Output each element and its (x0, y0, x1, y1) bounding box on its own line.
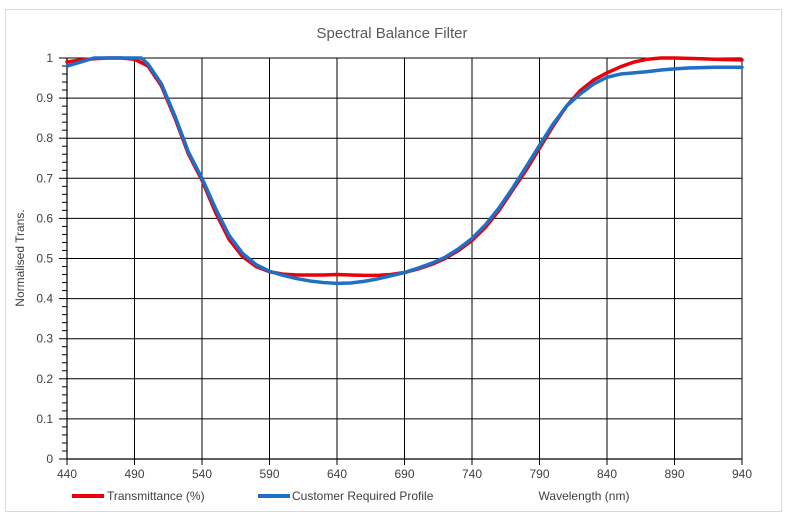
y-tick-label: 0.5 (36, 252, 53, 266)
series-line-customer-profile (65, 56, 744, 286)
x-tick-label: 590 (259, 467, 279, 481)
y-axis-ticks: 0 0.1 0.2 0.3 0.4 0.5 0.6 0.7 0.8 0.9 1 (36, 51, 53, 466)
x-tick-label: 940 (732, 467, 752, 481)
chart-title: Spectral Balance Filter (317, 25, 468, 42)
x-axis-title: Wavelength (nm) (539, 489, 630, 503)
y-tick-label: 0.2 (36, 372, 53, 386)
x-tick-label: 640 (327, 467, 347, 481)
chart-grid (66, 57, 743, 460)
y-tick-label: 0.8 (36, 131, 53, 145)
legend-label-transmittance: Transmittance (%) (107, 489, 205, 503)
series-lines (65, 56, 744, 286)
legend-label-customer-profile: Customer Required Profile (292, 489, 434, 503)
x-tick-label: 490 (124, 467, 144, 481)
y-tick-label: 0.1 (36, 412, 53, 426)
legend: Transmittance (%) Customer Required Prof… (72, 489, 434, 503)
y-tick-label: 0.4 (36, 292, 53, 306)
y-tick-label: 1 (46, 51, 53, 65)
x-tick-label: 690 (394, 467, 414, 481)
x-tick-label: 890 (664, 467, 684, 481)
chart-axes (59, 57, 743, 465)
x-tick-label: 740 (462, 467, 482, 481)
y-tick-label: 0.7 (36, 171, 53, 185)
y-tick-label: 0.9 (36, 91, 53, 105)
x-tick-label: 840 (597, 467, 617, 481)
y-tick-label: 0 (46, 452, 53, 466)
x-axis-ticks: 440 490 540 590 640 690 740 790 840 890 940 (57, 467, 752, 481)
x-tick-label: 540 (192, 467, 212, 481)
y-axis-title: Normalised Trans. (13, 209, 27, 306)
y-tick-label: 0.6 (36, 211, 53, 225)
x-tick-label: 790 (529, 467, 549, 481)
y-tick-label: 0.3 (36, 332, 53, 346)
x-tick-label: 440 (57, 467, 77, 481)
